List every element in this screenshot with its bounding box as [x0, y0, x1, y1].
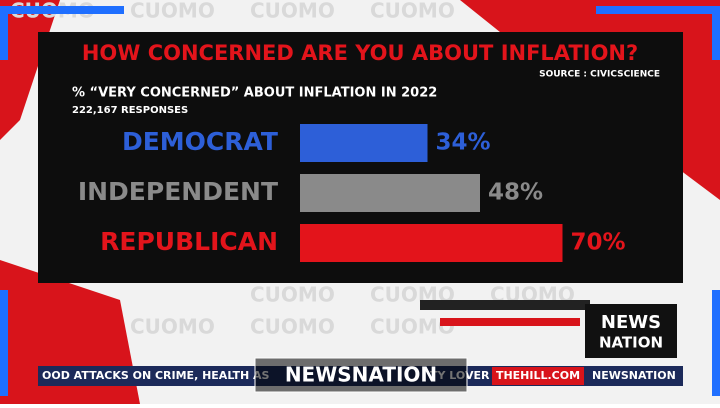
value-label: 34% — [436, 130, 491, 156]
corner — [596, 6, 720, 60]
source: SOURCE : CIVICSCIENCE — [539, 70, 660, 80]
ticker-text: OOD ATTACKS ON CRIME, HEALTH AS — [42, 369, 270, 382]
logo-line: NATION — [599, 334, 663, 352]
watermark: CUOMO — [130, 0, 215, 23]
category-label: INDEPENDENT — [78, 177, 278, 206]
bar — [300, 124, 428, 162]
ticker-site: THEHILL.COM — [496, 369, 580, 382]
bug-box — [254, 357, 468, 393]
corner — [0, 6, 124, 60]
frame-corners — [0, 6, 720, 396]
ticker-end: NEWSNATION — [592, 369, 676, 382]
value-label: 70% — [571, 230, 626, 256]
bar — [300, 174, 480, 212]
logo-box — [585, 304, 677, 358]
chart-title: HOW CONCERNED ARE YOU ABOUT INFLATION? — [82, 41, 638, 65]
watermark: CUOMO — [250, 315, 335, 339]
value-label: 48% — [488, 180, 543, 206]
category-label: DEMOCRAT — [122, 127, 278, 156]
watermark: CUOMO — [250, 0, 335, 23]
logo-line: NEWS — [601, 312, 661, 333]
watermark: CUOMO — [130, 315, 215, 339]
category-label: REPUBLICAN — [100, 227, 278, 256]
stripe — [440, 318, 580, 326]
bar — [300, 224, 563, 262]
bug: NEWSNATION — [285, 363, 437, 387]
watermark: CUOMO — [370, 0, 455, 23]
ticker-site-box — [492, 367, 584, 385]
subtitle: % “VERY CONCERNED” ABOUT INFLATION IN 20… — [72, 86, 437, 101]
watermark: CUOMO — [250, 283, 335, 307]
stripe — [420, 300, 590, 310]
note: 222,167 RESPONSES — [72, 105, 188, 116]
